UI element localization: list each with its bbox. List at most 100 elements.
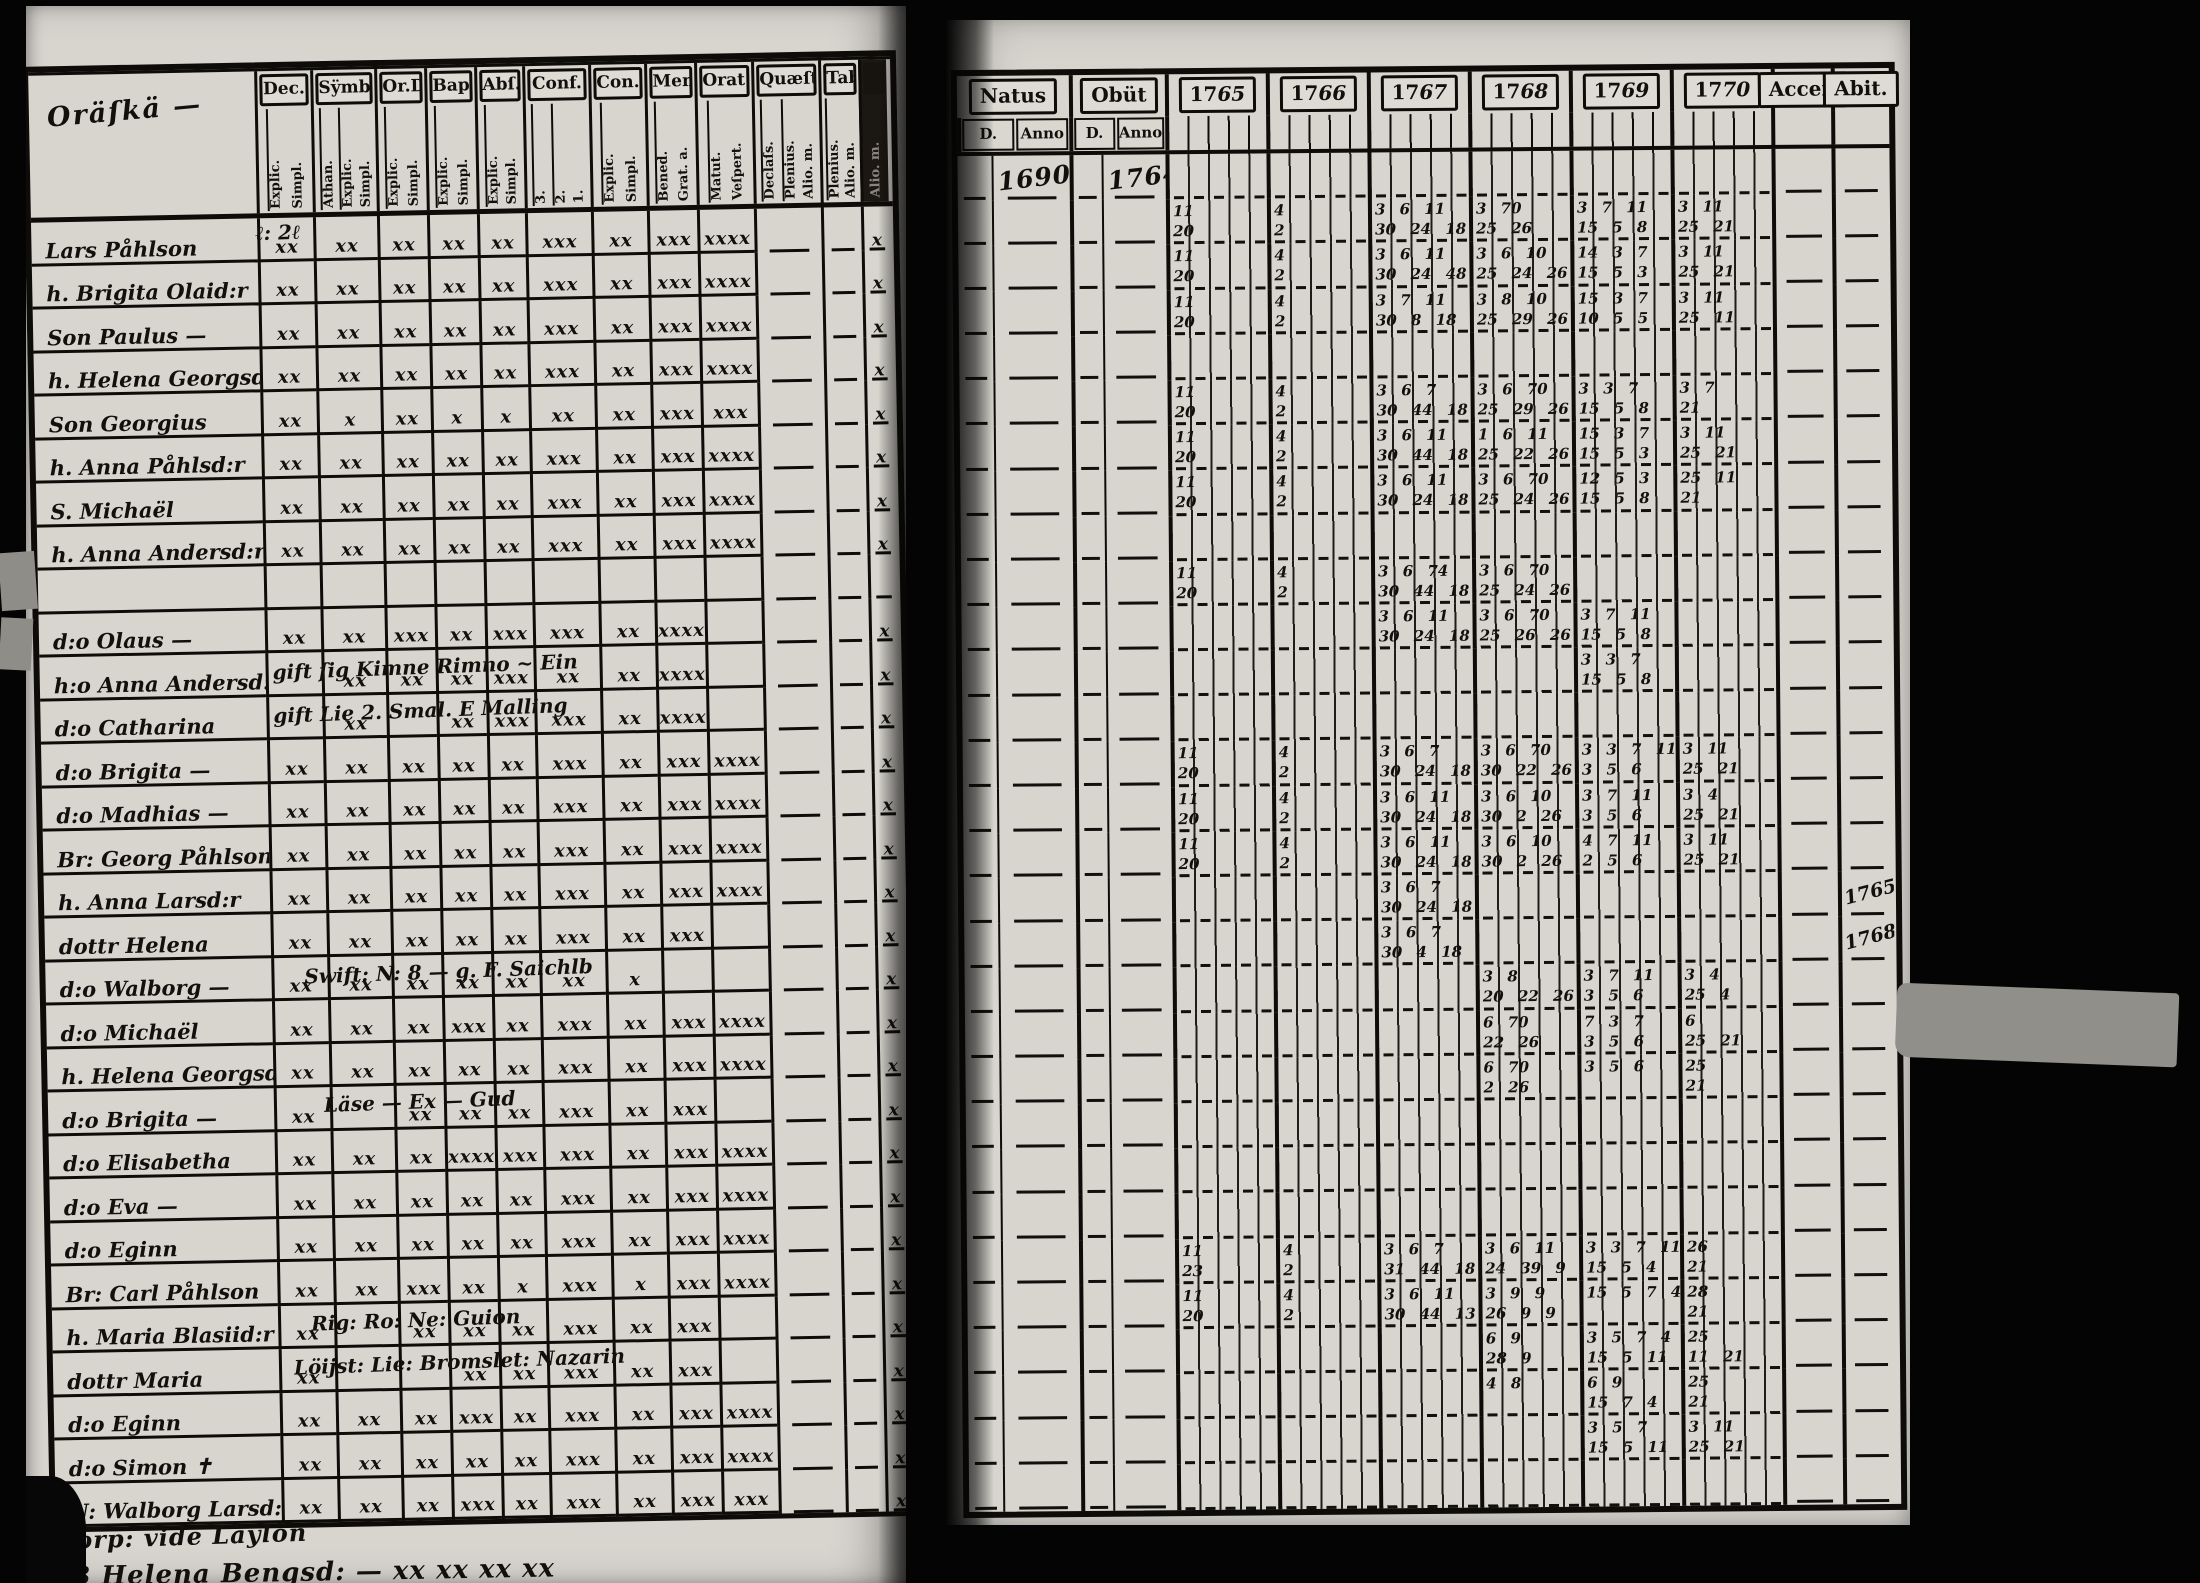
- communion-dates-1768: 3 6 70 25 24 26: [1471, 467, 1573, 514]
- communion-dates-1766: [1273, 920, 1375, 967]
- attendance-marks: xxx: [662, 1036, 714, 1081]
- column-subheaders: Alio. m.: [862, 97, 889, 201]
- attendance-marks: xx: [428, 301, 480, 346]
- communion-dates-1765: 11 20: [1168, 469, 1270, 516]
- natus-day: [968, 1375, 1003, 1422]
- column-label: Bapt.: [429, 70, 473, 104]
- obiit-year: [1105, 651, 1171, 698]
- month-numbers: 3 7 11: [1583, 966, 1654, 986]
- column-label: Con.D: [593, 66, 643, 100]
- attendance-marks: xx: [323, 781, 389, 827]
- column-label: Orat.: [699, 64, 750, 98]
- subcolumn-label: Explic.: [434, 105, 452, 208]
- month-numbers: 4: [1274, 291, 1286, 310]
- year-column-header-label: 1767: [1380, 74, 1459, 112]
- communion-dates-1768: [1472, 647, 1575, 694]
- attendance-marks: xxxx: [707, 774, 766, 819]
- year-column-header-label: 1770: [1683, 72, 1762, 109]
- attendance-marks: [828, 598, 870, 643]
- obiit-year: [1111, 1329, 1177, 1375]
- communion-dates-1769: [1580, 1460, 1683, 1507]
- attendance-marks: [867, 554, 897, 599]
- obiit-day: [1071, 380, 1104, 427]
- attendance-marks: xxx: [652, 514, 704, 559]
- attendance-marks: [827, 554, 869, 599]
- attendance-marks: xxxx: [701, 426, 759, 471]
- attendance-marks: xx: [276, 1217, 333, 1263]
- attendance-marks: xx: [594, 384, 652, 430]
- month-numbers: 3 3 7: [1580, 650, 1641, 669]
- column-header-smudged: Alio. m.: [858, 59, 889, 202]
- obiit-day: [1080, 1420, 1113, 1466]
- month-numbers: 3 8: [1482, 967, 1518, 986]
- right-table: Natus Obüt 1765 1766 1767 1768 1769 1770 Acceſ. A…: [950, 61, 1908, 1518]
- month-numbers: 3 4: [1684, 965, 1720, 985]
- communion-dates-1769: 15 5 7 4: [1579, 1279, 1681, 1326]
- communion-dates-1765: 11 20: [1165, 198, 1268, 245]
- communion-dates-1768: 1 6 11 25 22 26: [1470, 421, 1573, 468]
- year-subcolumn-rules: [1165, 115, 1267, 151]
- obiit-year: [1107, 832, 1172, 878]
- communion-dates-1768: 3 6 70 25 29 26: [1470, 376, 1572, 423]
- month-numbers: 4: [1278, 788, 1290, 807]
- abit-entry: [1842, 1458, 1900, 1505]
- day-numbers: 2: [1277, 582, 1288, 602]
- attendance-marks: xx: [596, 515, 654, 560]
- communion-dates-1770: [1674, 646, 1777, 693]
- obiit-day: [1080, 1465, 1114, 1511]
- attendance-marks: xxx: [535, 777, 603, 823]
- obiit-day: [1071, 335, 1104, 382]
- communion-dates-1768: 3 8 20 22 26: [1475, 964, 1577, 1011]
- communion-dates-1766: [1271, 694, 1373, 741]
- communion-dates-1768: 6 9 28 9: [1478, 1325, 1581, 1372]
- attendance-marks: xxx: [651, 427, 702, 472]
- obiit-day: [1074, 697, 1107, 743]
- communion-dates-1768: [1471, 512, 1573, 559]
- acces-entry: [1776, 735, 1837, 782]
- day-numbers: 21: [1685, 1076, 1707, 1095]
- attendance-marks: xx: [260, 391, 318, 436]
- attendance-marks: xx: [264, 608, 322, 654]
- attendance-marks: [833, 859, 875, 904]
- attendance-marks: [753, 207, 822, 253]
- column-subheaders: Matut. Veſpert.: [698, 100, 754, 205]
- day-numbers: 25 21: [1683, 850, 1740, 869]
- communion-dates-1767: [1376, 1145, 1478, 1192]
- column-label: Sÿmb.: [315, 72, 373, 106]
- acces-entry: [1779, 1097, 1841, 1144]
- attendance-marks: xx: [613, 1385, 671, 1430]
- acces-entry: [1778, 961, 1839, 1008]
- attendance-marks: xxx: [664, 1123, 716, 1168]
- communion-dates-1766: [1272, 875, 1375, 922]
- communion-dates-1765: 11 20: [1170, 785, 1273, 833]
- attendance-marks: [759, 511, 828, 557]
- day-numbers: 23: [1182, 1261, 1204, 1280]
- day-numbers: 25 4: [1684, 985, 1731, 1005]
- communion-dates-1767: [1369, 332, 1471, 379]
- column-header-Tabel.: Tabel. Plenius. Alio. m.: [818, 59, 861, 203]
- communion-dates-1765: [1165, 153, 1267, 200]
- obiit-year: [1103, 335, 1168, 381]
- abit-entry: 1768: [1838, 916, 1895, 962]
- obiit-year: [1112, 1464, 1178, 1511]
- day-numbers: 25 24 26: [1479, 580, 1571, 600]
- natus-year: [1000, 1239, 1080, 1286]
- attendance-marks: [842, 1337, 884, 1382]
- communion-dates-1769: [1574, 692, 1676, 739]
- communion-dates-1765: [1169, 650, 1272, 697]
- communion-dates-1766: [1273, 1011, 1376, 1058]
- paper-tab-left-2: [0, 617, 34, 671]
- day-numbers: 30 44 18: [1377, 445, 1469, 465]
- attendance-marks: [319, 563, 385, 609]
- natus-subheader: D. Anno: [957, 117, 1070, 153]
- attendance-marks: xxx: [536, 820, 604, 866]
- communion-dates-1769: 3 7 11 3 5 6: [1576, 963, 1678, 1010]
- attendance-marks: [383, 563, 435, 608]
- person-name: Son Georgius: [34, 392, 262, 441]
- attendance-marks: xx: [396, 1215, 447, 1260]
- attendance-marks: xxxx: [696, 208, 755, 254]
- attendance-marks: x: [876, 1032, 906, 1077]
- right-table-rows: 1690 1764 11 20 4 2 3 6 11 30 24 18 3 70 25 26 3 7…: [957, 147, 1901, 1512]
